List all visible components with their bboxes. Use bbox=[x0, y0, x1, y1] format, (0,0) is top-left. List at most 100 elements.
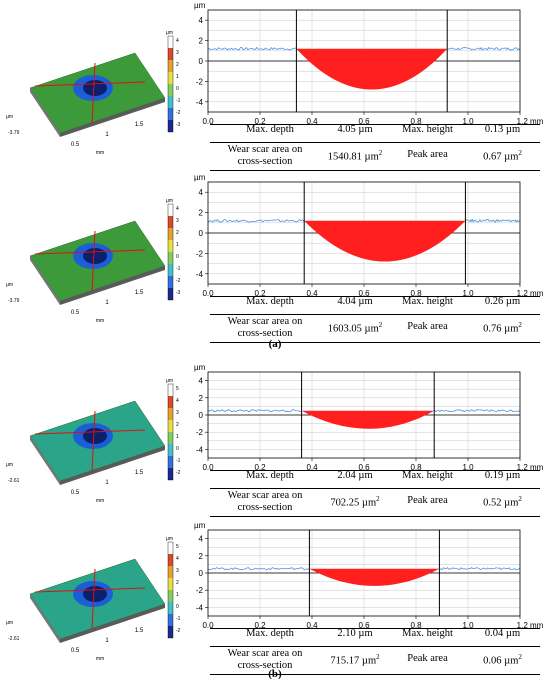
section-line-vertical bbox=[91, 568, 96, 630]
max-depth-label: Max. depth bbox=[246, 628, 294, 639]
section-line-vertical bbox=[91, 230, 96, 292]
max-depth-value: 2.10 µm bbox=[337, 628, 373, 639]
colorbar-label: 3 bbox=[176, 410, 179, 416]
x-tick-label: 0.0 bbox=[202, 289, 214, 298]
colorbar-segment bbox=[168, 204, 173, 216]
surface-side bbox=[60, 604, 165, 643]
profile-line-right bbox=[447, 46, 521, 51]
y-tick-label: -4 bbox=[196, 270, 204, 279]
y-tick-label: 4 bbox=[199, 16, 204, 25]
max-height-label: Max. height bbox=[402, 470, 453, 481]
colorbar-segment bbox=[168, 216, 173, 228]
x-tick-label: 0.2 bbox=[254, 117, 266, 126]
x-tick-label: 1.2 mm bbox=[517, 117, 544, 126]
max-height-value: 0.13 µm bbox=[484, 124, 521, 135]
profile-chart-2: 4 2 0 -2 -4 µm 0.0 0.2 0.4 0.6 0.8 1.0 1.2 mm bbox=[194, 173, 544, 298]
y-tick-label: 4 bbox=[199, 188, 204, 197]
section-line-horizontal bbox=[34, 429, 146, 435]
x-tick-label: 0.4 bbox=[306, 463, 318, 472]
x-tick-label: 1.0 bbox=[462, 463, 474, 472]
x-tick-label: 0.0 bbox=[202, 117, 214, 126]
max-height-value: 0.19 µm bbox=[484, 470, 521, 481]
thumb-x-label: 1.5 bbox=[135, 290, 144, 296]
profile-line-right bbox=[439, 567, 521, 571]
colorbar-segment bbox=[168, 96, 173, 108]
surface-side bbox=[60, 266, 165, 305]
colorbar-segment bbox=[168, 48, 173, 60]
wear-scar-area bbox=[296, 48, 448, 90]
colorbar-frame bbox=[167, 383, 174, 481]
surface-thumbnail-2: 4 3 2 1 0 -1 -2 -3 µm -3.79 0.5 1 1.5 mm µm bbox=[6, 198, 180, 324]
y-tick-label: 2 bbox=[199, 394, 204, 403]
colorbar-label: -2 bbox=[176, 628, 180, 634]
y-tick-label: -4 bbox=[196, 603, 204, 612]
colorbar-label: -1 bbox=[176, 616, 180, 622]
peak-area-label: Peak area bbox=[407, 149, 448, 160]
colorbar-label: -3 bbox=[176, 290, 180, 296]
panel-4: 5 4 3 2 1 0 -1 -2 µm -2.61 0.5 1 1.5 mm µm 4 2 0 -2 -4 µm 0.… bbox=[0, 520, 550, 675]
thumb-y-label: -3.79 bbox=[8, 130, 20, 136]
colorbar-label: 2 bbox=[176, 422, 179, 428]
panel-3: 5 4 3 2 1 0 -1 -2 µm -2.61 0.5 1 1.5 mm µm 4 2 0 -2 -4 µm 0.… bbox=[0, 362, 550, 520]
y-tick-label: 0 bbox=[199, 569, 204, 578]
colorbar-label: 4 bbox=[176, 206, 179, 212]
wear-scar-area bbox=[304, 220, 466, 262]
colorbar-segment bbox=[168, 84, 173, 96]
colorbar-segment bbox=[168, 578, 173, 590]
y-tick-label: 4 bbox=[199, 535, 204, 544]
colorbar-label: -1 bbox=[176, 266, 180, 272]
colorbar-segment bbox=[168, 228, 173, 240]
max-height-value: 0.26 µm bbox=[484, 296, 521, 307]
colorbar-label: 0 bbox=[176, 446, 179, 452]
x-tick-label: 0.8 bbox=[410, 289, 422, 298]
colorbar-frame bbox=[167, 35, 174, 133]
surface-side-left bbox=[30, 256, 60, 305]
colorbar-label: 3 bbox=[176, 50, 179, 56]
max-depth-value: 2.04 µm bbox=[337, 470, 373, 481]
y-tick-label: 4 bbox=[199, 377, 204, 386]
colorbar-label: 3 bbox=[176, 218, 179, 224]
thumb-unit-label: µm bbox=[6, 620, 13, 626]
max-depth-label: Max. depth bbox=[246, 470, 294, 481]
profile-line-left bbox=[207, 218, 305, 223]
thumb-axis-unit: mm bbox=[96, 150, 104, 156]
thumb-axis-unit: mm bbox=[96, 318, 104, 324]
thumb-y-label: -2.61 bbox=[8, 478, 20, 484]
colorbar-label: 1 bbox=[176, 592, 179, 598]
colorbar-label: -2 bbox=[176, 110, 180, 116]
peak-area-label: Peak area bbox=[407, 321, 448, 332]
colorbar-segment bbox=[168, 468, 173, 480]
x-tick-label: 1.0 bbox=[462, 117, 474, 126]
colorbar-label: 2 bbox=[176, 230, 179, 236]
surface-side-left bbox=[30, 88, 60, 137]
colorbar-label: 1 bbox=[176, 242, 179, 248]
thumb-x-label: 1.5 bbox=[135, 122, 144, 128]
colorbar-segment bbox=[168, 288, 173, 300]
y-axis-unit: µm bbox=[194, 521, 206, 530]
max-depth-value: 4.05 µm bbox=[337, 124, 373, 135]
colorbar-label: 4 bbox=[176, 38, 179, 44]
colorbar-frame bbox=[167, 203, 174, 301]
thumb-unit-label: µm bbox=[6, 114, 13, 120]
surface-thumbnail-4: 5 4 3 2 1 0 -1 -2 µm -2.61 0.5 1 1.5 mm µm bbox=[6, 536, 180, 662]
thumb-x-label: 0.5 bbox=[71, 648, 80, 654]
colorbar-segment bbox=[168, 566, 173, 578]
colorbar-label: -2 bbox=[176, 470, 180, 476]
thumb-y-label: -2.61 bbox=[8, 636, 20, 642]
x-tick-label: 1.2 mm bbox=[517, 621, 544, 630]
area-label: Wear scar area on cross-section bbox=[227, 144, 303, 167]
colorbar-label: 1 bbox=[176, 74, 179, 80]
metrics-table-4: Max. depth 2.10 µm Max. height 0.04 µm W… bbox=[210, 628, 540, 675]
colorbar-segment bbox=[168, 456, 173, 468]
thumb-x-label: 1.5 bbox=[135, 628, 144, 634]
colorbar-segment bbox=[168, 602, 173, 614]
thumb-x-label: 0.5 bbox=[71, 490, 80, 496]
y-tick-label: 2 bbox=[199, 552, 204, 561]
area-value: 1540.81 µm2 bbox=[327, 149, 383, 163]
surface-thumbnail-3: 5 4 3 2 1 0 -1 -2 µm -2.61 0.5 1 1.5 mm µm bbox=[6, 378, 180, 504]
colorbar-unit: µm bbox=[166, 30, 173, 36]
colorbar-segment bbox=[168, 444, 173, 456]
colorbar-segment bbox=[168, 276, 173, 288]
wear-scar-area bbox=[309, 568, 440, 586]
x-tick-label: 0.6 bbox=[358, 463, 370, 472]
